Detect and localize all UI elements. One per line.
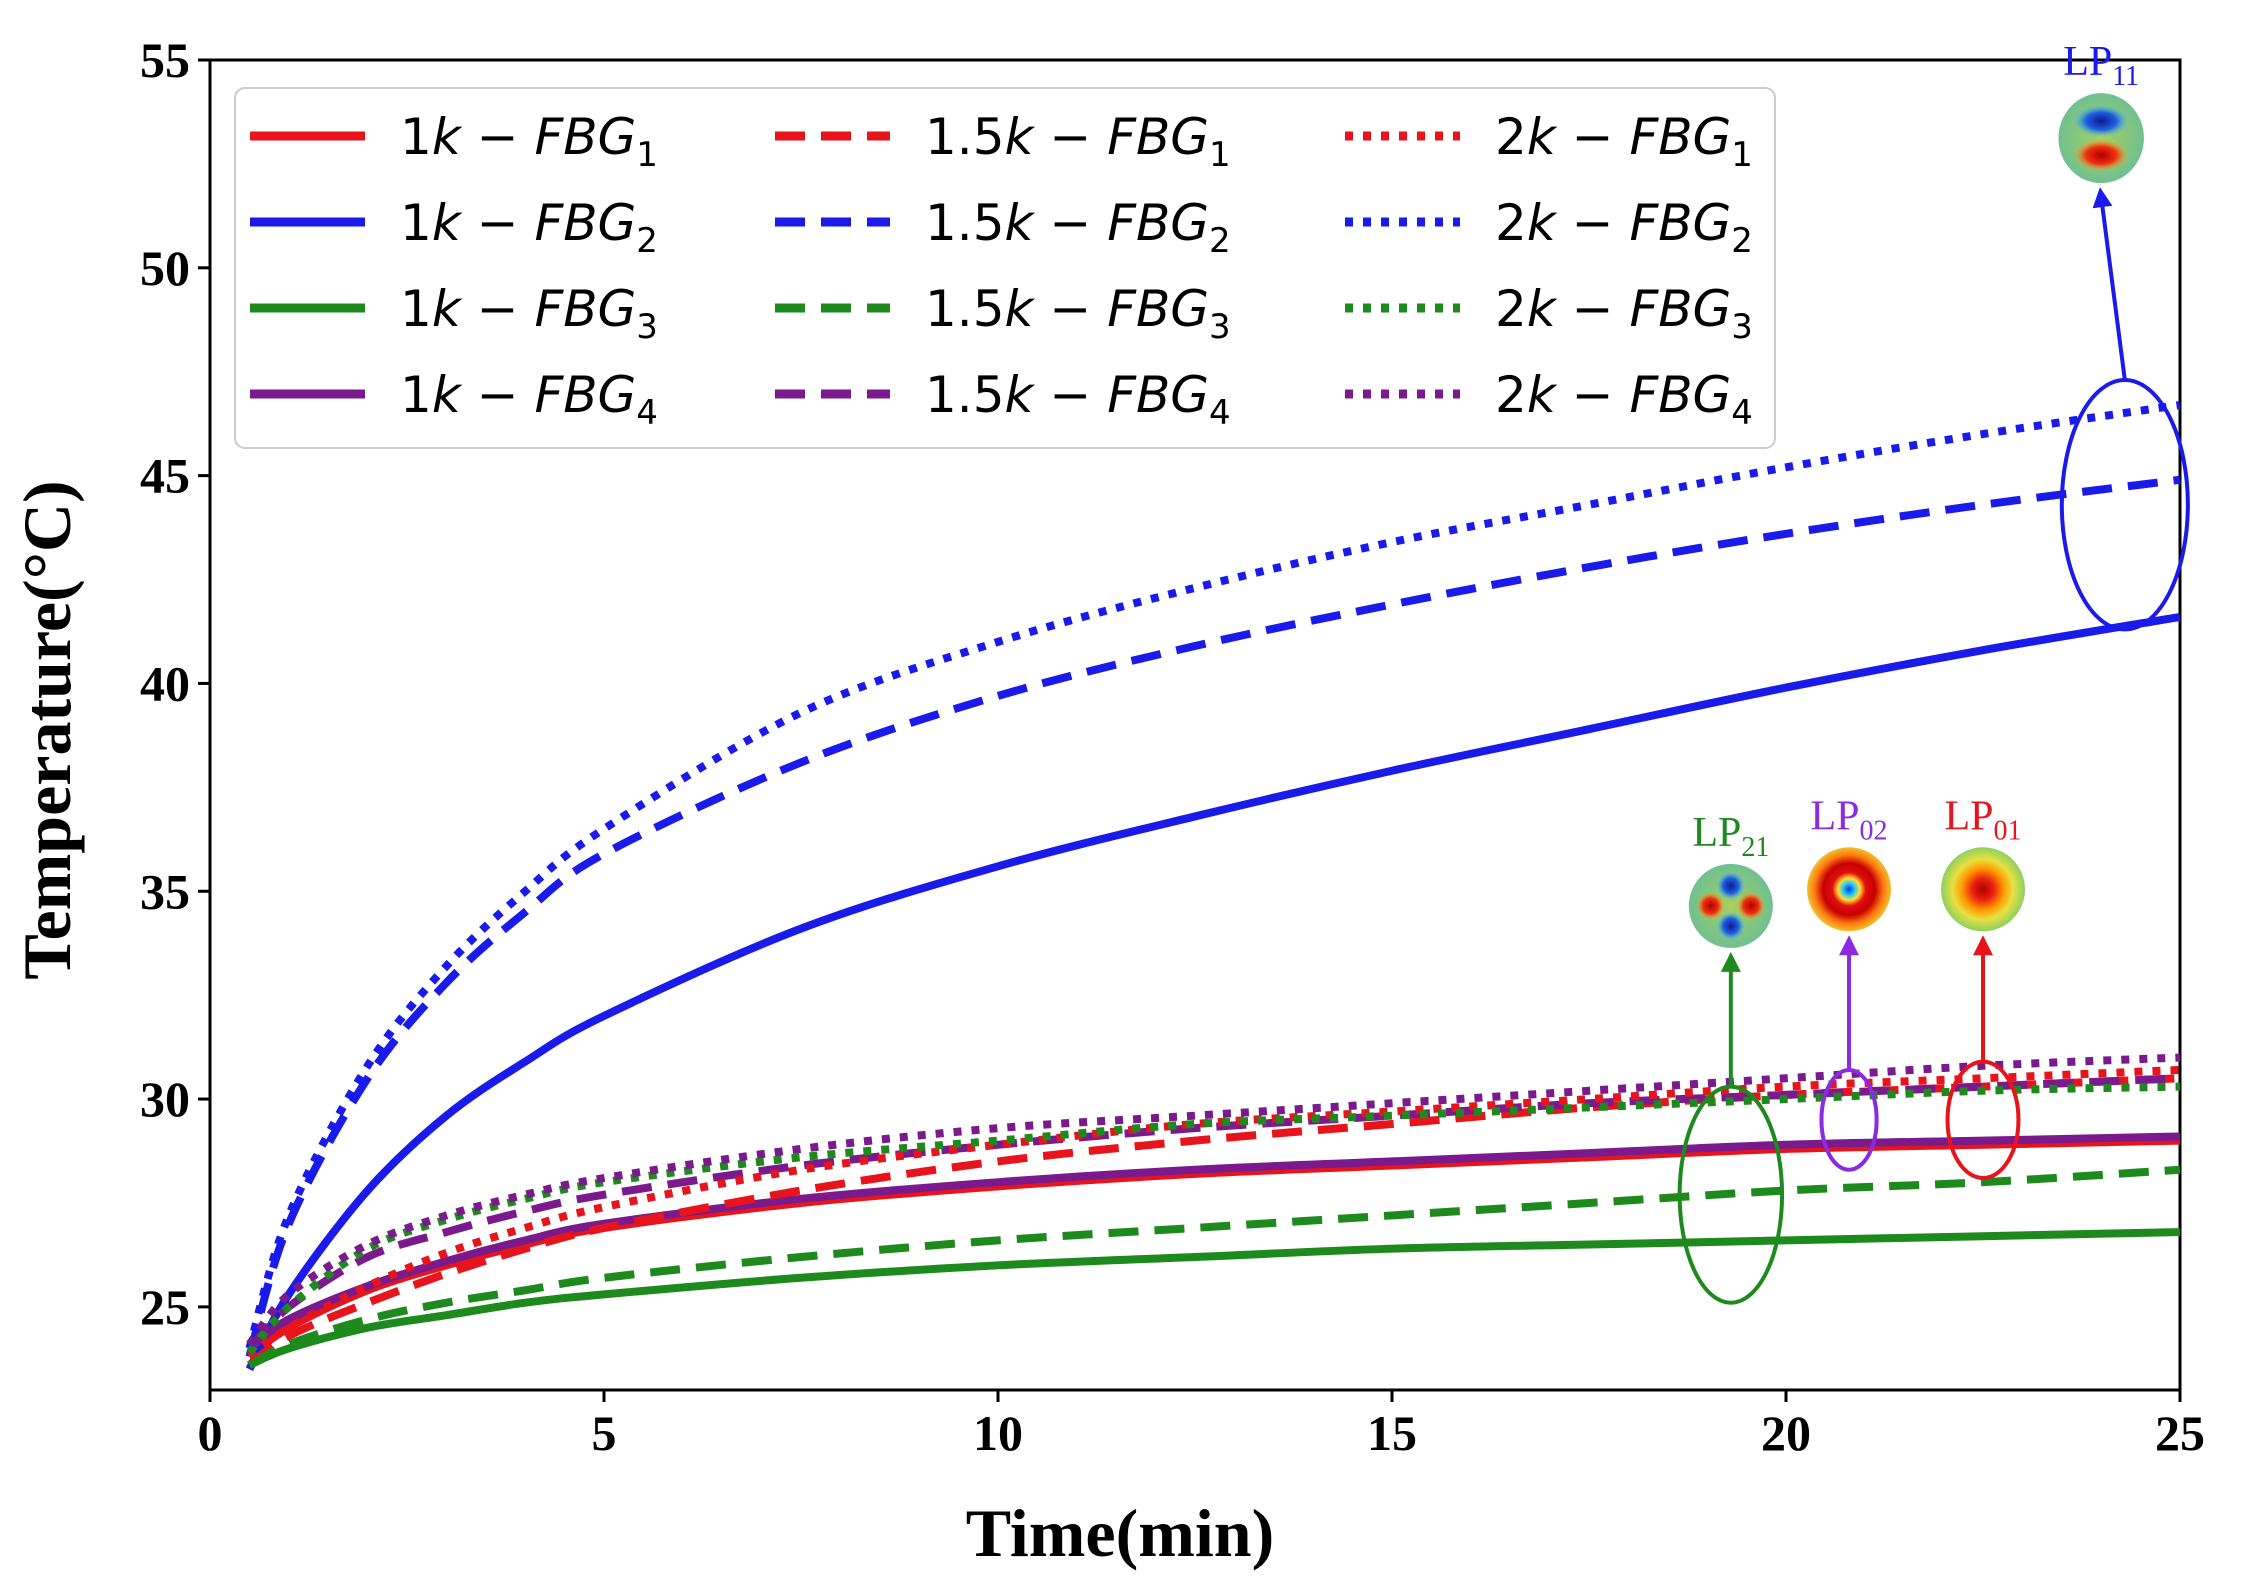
y-axis-label: Temperature(°C) (9, 480, 85, 979)
mode-ellipse-lp11 (2059, 378, 2190, 632)
legend-label-2k-FBG2: 2k − FBG2 (1495, 194, 1753, 261)
series-line-1k-FBG3 (247, 1228, 2181, 1369)
series-line-2k-FBG1 (246, 1065, 2181, 1360)
y-tick-label: 55 (140, 32, 190, 88)
y-tick-label: 35 (140, 863, 190, 919)
series-line-1.5k-FBG2 (245, 475, 2181, 1358)
legend-box (234, 87, 1776, 449)
y-tick-label: 40 (140, 655, 190, 711)
series-lines (245, 401, 2181, 1372)
y-tick-label: 45 (140, 448, 190, 504)
y-tick-label: 30 (140, 1071, 190, 1127)
legend-label-1.5k-FBG2: 1.5k − FBG2 (925, 194, 1231, 261)
legend-label-1k-FBG1: 1k − FBG1 (400, 108, 658, 175)
mode-annotations: LP11 LP21 LP02 LP01 (1677, 39, 2190, 1305)
series-line-1.5k-FBG4 (246, 1074, 2181, 1352)
plot-frame (208, 58, 2182, 1392)
y-tick-label: 25 (140, 1279, 190, 1335)
legend-label-1.5k-FBG4: 1.5k − FBG4 (925, 366, 1231, 433)
mode-label-lp01: LP01 (1944, 793, 2021, 846)
mode-ellipse-lp01 (1945, 1059, 2021, 1181)
legend-label-2k-FBG1: 2k − FBG1 (1495, 108, 1753, 175)
x-tick-label: 20 (1761, 1405, 1811, 1461)
mode-profile-lp01-icon (1941, 847, 2025, 932)
mode-label-lp21: LP21 (1692, 810, 1769, 863)
series-line-1.5k-FBG1 (246, 1074, 2181, 1369)
plot-area-border (208, 58, 2182, 1392)
legend-label-1.5k-FBG1: 1.5k − FBG1 (925, 108, 1231, 175)
legend: 1k − FBG1 1k − FBG2 1k − FBG3 1k − FBG4 1.5k… (234, 87, 1776, 449)
legend-label-1k-FBG2: 1k − FBG2 (400, 194, 658, 261)
series-line-1k-FBG4 (246, 1132, 2181, 1352)
mode-profile-lp21-icon (1688, 863, 1773, 948)
mode-profile-lp02-icon (1807, 847, 1892, 932)
series-line-1k-FBG2 (245, 612, 2181, 1372)
series-line-2k-FBG4 (246, 1053, 2181, 1347)
x-tick-label: 15 (1367, 1405, 1417, 1461)
series-line-2k-FBG2 (245, 401, 2181, 1350)
y-tick-label: 50 (140, 240, 190, 296)
mode-profile-lp11-icon (2058, 93, 2144, 184)
series-line-1k-FBG1 (246, 1136, 2181, 1360)
legend-label-2k-FBG4: 2k − FBG4 (1495, 366, 1753, 433)
legend-label-1k-FBG3: 1k − FBG3 (400, 280, 658, 347)
legend-label-1k-FBG4: 1k − FBG4 (400, 366, 658, 433)
legend-label-1.5k-FBG3: 1.5k − FBG3 (925, 280, 1231, 347)
x-tick-label: 0 (198, 1405, 223, 1461)
x-tick-label: 5 (592, 1405, 617, 1461)
series-line-2k-FBG3 (246, 1082, 2181, 1356)
x-tick-label: 10 (973, 1405, 1023, 1461)
mode-label-lp11: LP11 (2063, 39, 2139, 92)
x-tick-label: 25 (2155, 1405, 2205, 1461)
mode-label-lp02: LP02 (1811, 793, 1888, 846)
x-axis-label: Time(min) (966, 1495, 1275, 1571)
mode-arrow-lp11 (2092, 187, 2127, 381)
series-line-1.5k-FBG3 (247, 1165, 2181, 1369)
axis-ticks: 0 5 10 15 20 25 25 30 35 40 45 50 55 (140, 32, 2205, 1461)
legend-label-2k-FBG3: 2k − FBG3 (1495, 280, 1753, 347)
